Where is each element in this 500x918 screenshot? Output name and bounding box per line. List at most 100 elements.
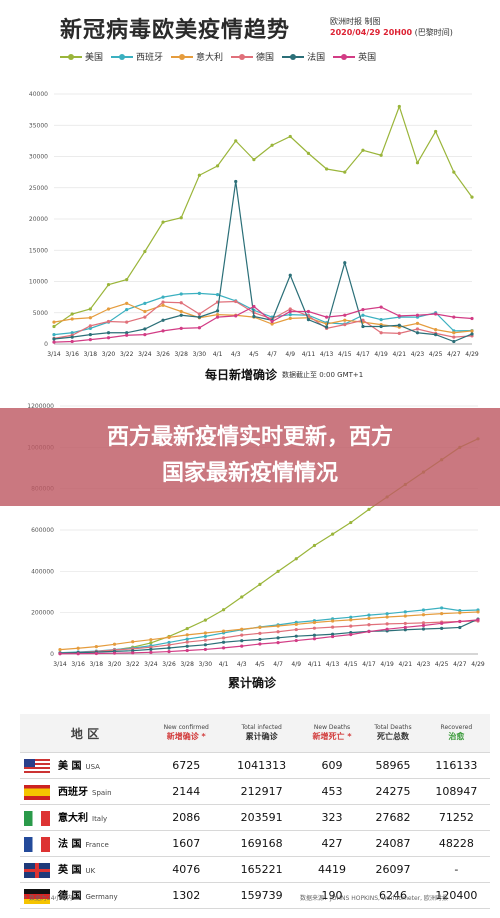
data-point [149, 638, 153, 642]
data-point [143, 333, 147, 337]
data-point [215, 315, 220, 319]
data-point [331, 532, 335, 536]
series-line [59, 611, 479, 651]
country-cell: 英 国 UK [20, 856, 150, 883]
data-point [125, 331, 129, 335]
x-tick-label: 3/22 [120, 351, 134, 358]
data-point [179, 313, 183, 317]
country-name-en: Italy [92, 815, 108, 823]
x-tick-label: 3/18 [90, 661, 104, 668]
data-point [288, 316, 292, 320]
flag-icon-es [24, 785, 50, 800]
data-point [349, 618, 353, 622]
data-point [367, 507, 371, 511]
footer-source: 数据来源：JOHNS HOPKINS, worldometer, 欧洲时报 [300, 895, 448, 902]
y-tick-label: 200000 [31, 610, 54, 617]
data-point [258, 631, 262, 635]
data-point [252, 158, 256, 162]
data-point [88, 324, 92, 328]
data-point [470, 329, 474, 333]
data-point [403, 614, 407, 618]
data-point [143, 301, 147, 305]
footer-note: * 数据为24小时内 [24, 895, 73, 902]
series-line [53, 181, 473, 343]
value-cell: 24275 [363, 778, 423, 805]
data-point [470, 316, 474, 321]
column-header-zh: 新增确诊 * [166, 732, 206, 741]
data-point [458, 609, 462, 613]
data-point [440, 626, 444, 630]
legend-label: 法国 [307, 53, 326, 63]
flag-icon-us [24, 759, 50, 774]
value-cell: 6725 [150, 752, 223, 779]
data-point [421, 627, 426, 631]
data-point [221, 640, 226, 644]
x-tick-label: 4/25 [429, 351, 443, 358]
data-point [185, 640, 189, 644]
data-point [234, 139, 238, 143]
y-tick-label: 20000 [29, 216, 48, 223]
legend-item: 德国 [231, 50, 274, 63]
data-point [234, 314, 238, 318]
data-point [203, 618, 207, 622]
data-point [288, 307, 292, 311]
chart1-title: 每日新增确诊 [205, 368, 278, 382]
data-point [149, 645, 153, 649]
x-tick-label: 4/13 [326, 661, 340, 668]
data-point [203, 643, 207, 647]
banner-line2: 国家最新疫情情况 [161, 461, 338, 486]
value-cell: 609 [300, 752, 364, 779]
data-point [312, 543, 317, 548]
x-tick-label: 4/23 [417, 661, 431, 668]
data-point [276, 636, 280, 640]
data-point [125, 308, 129, 312]
table-row: 法 国 France 1607 169168 427 24087 48228 [20, 830, 490, 857]
value-cell: 159739 [222, 882, 301, 909]
data-point [94, 645, 98, 649]
data-point [52, 337, 56, 341]
series-line [59, 607, 479, 654]
stats-table: 地 区 New confirmed 新增确诊 * Total infected 累计确诊… [20, 714, 490, 909]
data-point [203, 631, 207, 635]
data-point [70, 317, 74, 321]
value-cell: 1041313 [222, 752, 301, 779]
x-tick-label: 4/29 [471, 661, 485, 668]
data-point [367, 616, 371, 620]
x-tick-label: 3/14 [53, 661, 67, 668]
data-point [106, 336, 111, 340]
data-point [161, 220, 165, 224]
data-point [288, 309, 292, 314]
data-point [58, 652, 62, 656]
series-line [53, 300, 473, 339]
x-tick-label: 4/19 [374, 351, 388, 358]
data-point [76, 646, 80, 650]
data-point [331, 634, 335, 639]
x-tick-label: 3/20 [102, 351, 116, 358]
data-point [312, 633, 317, 637]
table-row: 德 国 Germany 1302 159739 190 6246 120400 [20, 882, 490, 909]
data-point [185, 648, 189, 653]
data-point [349, 615, 353, 619]
data-point [58, 648, 62, 652]
data-point [240, 595, 244, 599]
value-cell: 427 [300, 830, 364, 857]
y-tick-label: 1200000 [27, 403, 54, 410]
y-tick-label: 35000 [29, 122, 48, 129]
data-point [270, 319, 274, 324]
data-point [161, 295, 165, 299]
value-cell: 6246 [363, 882, 423, 909]
data-point [161, 303, 165, 307]
column-header-zh: 累计确诊 [245, 732, 278, 741]
data-point [70, 339, 74, 344]
data-point [252, 314, 256, 319]
value-cell: 27682 [363, 804, 423, 831]
x-tick-label: 3/30 [193, 351, 207, 358]
x-tick-label: 4/21 [399, 661, 413, 668]
data-point [179, 309, 183, 314]
data-point [385, 627, 389, 631]
value-cell: 48228 [422, 830, 490, 857]
data-point [385, 615, 389, 619]
data-point [476, 610, 480, 614]
data-point [397, 331, 401, 335]
legend-item: 英国 [333, 50, 376, 63]
